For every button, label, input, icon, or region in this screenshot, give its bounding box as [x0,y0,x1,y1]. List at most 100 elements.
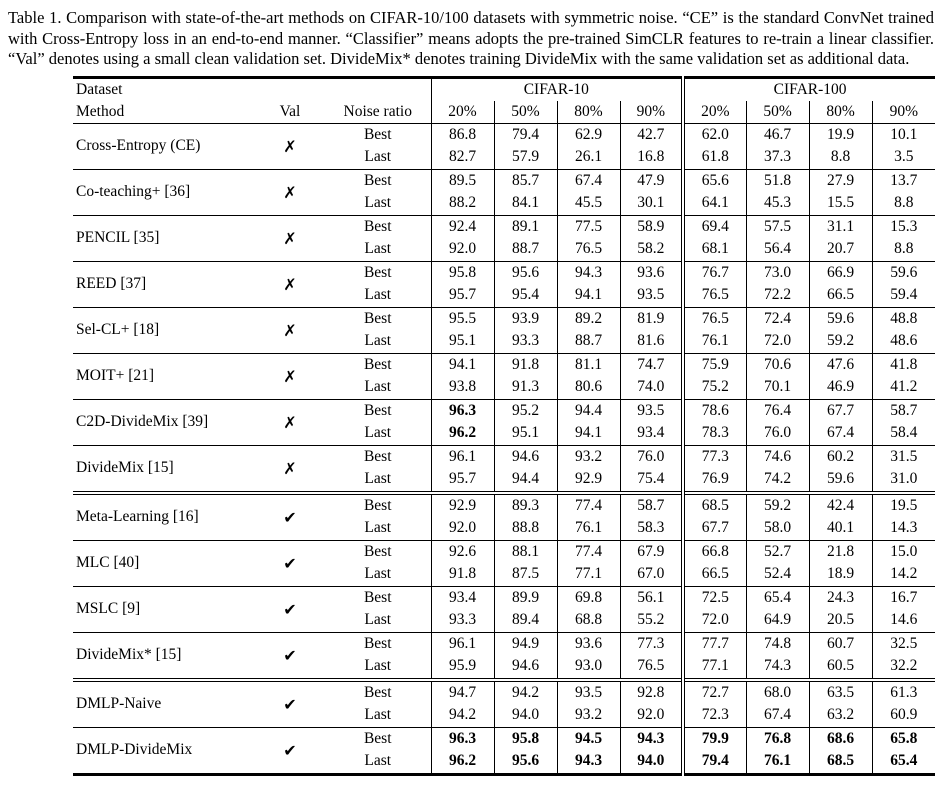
score-cell: 15.0 14.2 [871,540,936,586]
score-cell: 65.6 64.1 [681,169,747,215]
score-cell: 93.5 93.2 [556,679,620,727]
score-cell: 72.4 72.0 [745,307,810,353]
table-row: Co-teaching+ [36] ✗ Best Last 89.5 88.2 85.7 84… [73,169,936,215]
score-cell: 69.4 68.1 [681,215,747,261]
best-label: Best [363,447,392,465]
last-value: 40.1 [826,519,855,536]
last-value: 74.0 [637,378,665,395]
score-cell: 77.7 77.1 [681,632,747,680]
best-value: 94.3 [637,729,665,747]
last-label: Last [364,378,392,395]
last-value: 74.2 [763,470,792,487]
best-value: 41.8 [890,355,918,373]
last-value: 93.5 [637,286,665,303]
best-value: 94.6 [511,447,540,465]
best-value: 13.7 [890,171,918,189]
last-value: 8.8 [894,194,914,211]
best-value: 94.3 [574,263,603,281]
last-label: Last [364,752,392,769]
table-body: Cross-Entropy (CE) ✗ Best Last 86.8 82.7 79.4 5… [73,123,936,774]
score-cell: 48.8 48.6 [871,307,936,353]
best-value: 74.6 [763,447,792,465]
best-label: Best [363,542,392,560]
score-cell: 69.8 68.8 [556,586,620,632]
last-value: 64.9 [763,611,792,628]
last-label: Last [364,657,392,674]
score-cell: 41.8 41.2 [871,353,936,399]
last-value: 75.4 [637,470,665,487]
score-cell: 67.9 67.0 [619,540,684,586]
last-value: 3.5 [894,148,914,165]
header-cifar100: CIFAR-100 [681,77,936,101]
best-value: 94.4 [574,401,603,419]
best-value: 47.6 [826,355,855,373]
table-row: REED [37] ✗ Best Last 95.8 95.7 95.6 95.4 94.3 94… [73,261,936,307]
last-value: 72.0 [701,611,729,628]
score-cell: 70.6 70.1 [745,353,810,399]
method-cell: C2D-DivideMix [39] [76,413,209,430]
header-c100-50: 50% [745,100,810,123]
last-value: 56.4 [763,240,792,257]
last-value: 67.0 [637,565,665,582]
method-cell: MSLC [9] [76,600,141,617]
last-value: 92.0 [637,706,665,723]
best-value: 65.6 [701,171,729,189]
last-value: 95.1 [448,332,477,349]
best-label: Best [363,125,392,143]
best-value: 19.5 [890,496,918,514]
table-row: DivideMix* [15] ✔ Best Last 96.1 95.9 94.9 94.6… [73,632,936,680]
check-icon: ✔ [283,645,297,665]
best-label: Best [363,263,392,281]
best-value: 27.9 [826,171,855,189]
last-value: 66.5 [701,565,729,582]
last-value: 87.5 [511,565,540,582]
best-value: 66.9 [826,263,855,281]
table-row: PENCIL [35] ✗ Best Last 92.4 92.0 89.1 88.7 77.5… [73,215,936,261]
score-cell: 92.6 91.8 [430,540,494,586]
best-value: 95.2 [511,401,540,419]
header-method-label: Method [76,102,125,120]
check-icon: ✔ [283,694,297,714]
score-cell: 76.0 75.4 [619,445,684,493]
table-header: Dataset CIFAR-10 CIFAR-100 Method Val No… [73,77,936,123]
best-value: 92.4 [448,217,477,235]
last-value: 91.8 [448,565,477,582]
last-value: 72.0 [763,332,792,349]
last-value: 46.9 [826,378,855,395]
best-value: 77.4 [574,496,603,514]
best-value: 51.8 [763,171,792,189]
last-label: Last [364,706,392,723]
method-cell: REED [37] [76,275,147,292]
header-row-columns: Method Val Noise ratio 20% 50% 80% 90% 2… [73,100,936,123]
score-cell: 95.6 95.4 [493,261,557,307]
last-value: 67.7 [701,519,729,536]
score-cell: 94.1 93.8 [430,353,494,399]
score-cell: 77.3 76.9 [681,445,747,493]
last-value: 95.7 [448,470,477,487]
best-value: 95.8 [448,263,477,281]
cross-icon: ✗ [283,412,297,432]
score-cell: 47.6 46.9 [808,353,873,399]
last-value: 77.1 [574,565,603,582]
last-value: 8.8 [894,240,914,257]
score-cell: 88.1 87.5 [493,540,557,586]
last-value: 45.3 [763,194,792,211]
best-value: 77.3 [701,447,729,465]
noise-ratio-cell: Best Last [325,399,431,445]
last-value: 93.3 [511,332,540,349]
best-value: 85.7 [511,171,540,189]
last-value: 91.3 [511,378,540,395]
cross-icon: ✗ [283,274,297,294]
best-value: 89.5 [448,171,477,189]
cross-icon: ✗ [283,182,297,202]
last-value: 52.4 [763,565,792,582]
best-value: 73.0 [763,263,792,281]
best-label: Best [363,634,392,652]
best-value: 93.4 [448,588,477,606]
best-value: 68.6 [826,729,855,747]
table-row: Cross-Entropy (CE) ✗ Best Last 86.8 82.7 79.4 5… [73,123,936,169]
last-value: 95.4 [511,286,540,303]
last-value: 18.9 [826,565,855,582]
best-value: 77.7 [701,634,729,652]
best-value: 10.1 [890,125,918,143]
